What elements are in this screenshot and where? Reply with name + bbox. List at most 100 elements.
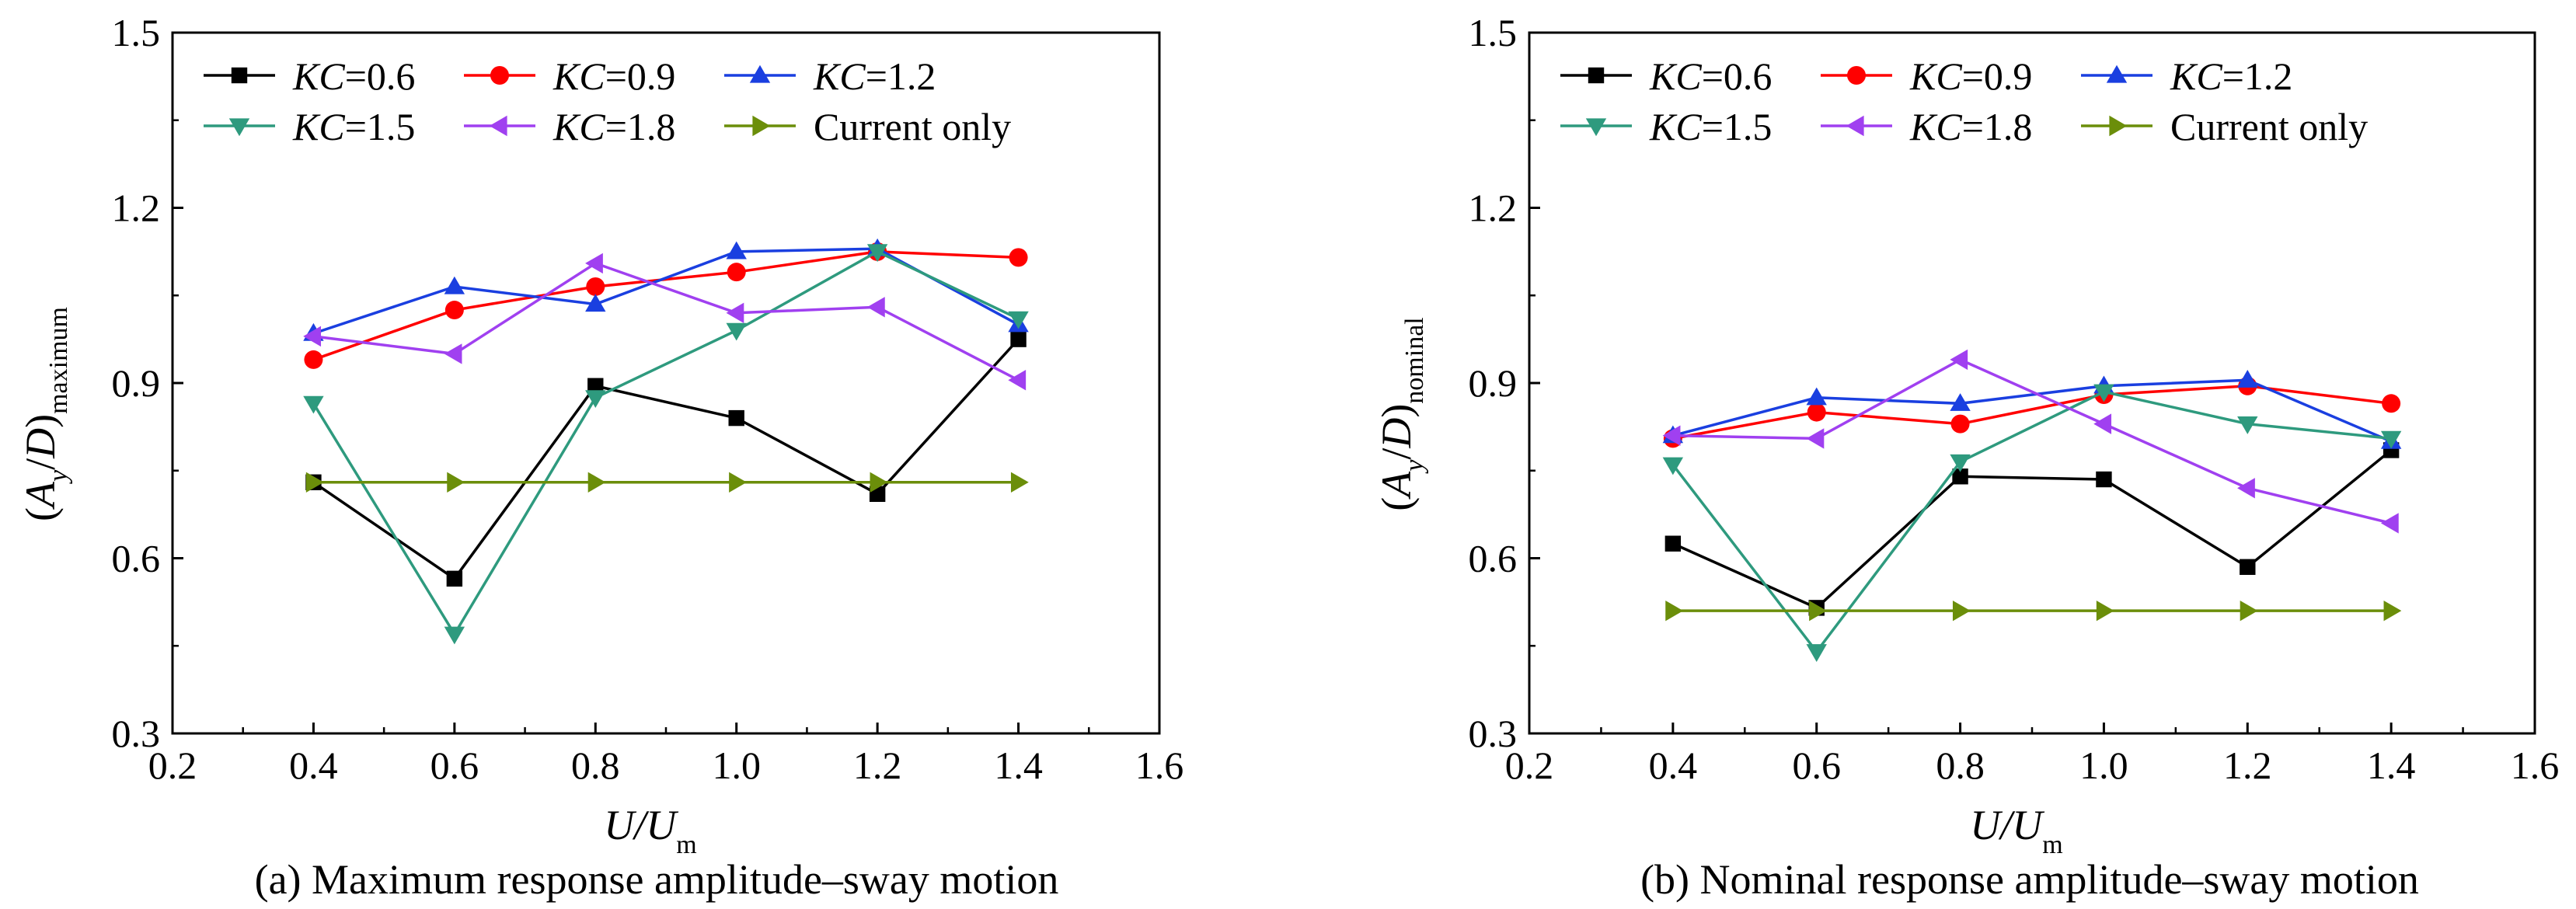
data-point	[2380, 430, 2402, 449]
data-point	[870, 472, 888, 493]
figure-caption: (b) Nominal response amplitude–sway moti…	[1640, 856, 2419, 903]
x-tick-label: 0.4	[289, 744, 338, 787]
data-point	[1010, 472, 1029, 493]
data-point	[585, 252, 603, 274]
data-point	[866, 297, 885, 318]
x-tick-label: 1.2	[2223, 744, 2272, 787]
legend-marker	[1847, 66, 1866, 85]
legend-item: Current only	[2081, 105, 2368, 148]
data-point	[1806, 387, 1827, 406]
x-tick-label: 1.4	[994, 744, 1043, 787]
data-point	[303, 395, 324, 414]
data-point	[866, 244, 888, 263]
data-point	[444, 276, 465, 294]
data-point	[1806, 644, 1827, 662]
legend-label: KC=1.5	[292, 105, 415, 148]
legend-marker	[231, 67, 248, 84]
y-tick-label: 0.3	[1469, 712, 1518, 755]
series-line	[312, 247, 1020, 335]
legend-item: KC=0.6	[204, 54, 415, 98]
legend-marker	[752, 115, 771, 137]
series-line	[1672, 378, 2392, 443]
data-point	[1809, 600, 1827, 622]
series-kc-1-5	[1662, 384, 2402, 662]
legend-label: KC=1.8	[552, 105, 675, 148]
legend-marker	[490, 66, 509, 85]
series-line	[1671, 390, 2392, 654]
y-axis-label: (Ay/D)nominal	[1373, 317, 1429, 511]
data-point	[1665, 600, 1684, 622]
y-tick-label: 1.2	[1469, 186, 1518, 230]
x-tick-label: 1.6	[1135, 744, 1184, 787]
y-tick-label: 0.6	[1469, 537, 1518, 580]
y-tick-label: 0.9	[1469, 361, 1518, 405]
y-tick-label: 0.9	[112, 361, 161, 405]
y-tick-label: 0.3	[112, 712, 161, 755]
data-point	[447, 472, 465, 493]
data-point	[1806, 428, 1825, 449]
y-axis-label: (Ay/D)maximum	[17, 307, 73, 521]
x-tick-label: 0.8	[1936, 744, 1985, 787]
data-point	[1009, 248, 1028, 267]
series-line	[312, 338, 1020, 581]
legend-label: KC=0.6	[292, 54, 415, 98]
y-tick-label: 0.6	[112, 537, 161, 580]
data-point	[2240, 559, 2256, 575]
legend-label: KC=1.8	[1909, 105, 2032, 148]
series-current-only	[1665, 600, 2402, 622]
data-point	[2093, 413, 2112, 434]
x-tick-label: 0.2	[1505, 744, 1554, 787]
data-point	[726, 241, 747, 259]
y-tick-label: 1.5	[1469, 11, 1518, 54]
series-kc-1-8	[1662, 349, 2399, 534]
legend-label: KC=1.2	[813, 54, 936, 98]
legend-label: KC=0.9	[552, 54, 675, 98]
data-point	[305, 472, 324, 493]
data-point	[1952, 468, 1968, 485]
x-tick-label: 0.6	[1792, 744, 1841, 787]
legend-label: KC=1.5	[1649, 105, 1772, 148]
legend-item: Current only	[724, 105, 1011, 148]
data-point	[446, 570, 463, 587]
data-point	[304, 350, 323, 369]
data-point	[2237, 478, 2255, 499]
data-point	[1008, 370, 1027, 391]
x-axis-label: U/Um	[604, 802, 696, 859]
data-point	[2383, 600, 2402, 622]
legend-marker	[489, 115, 507, 137]
legend-marker	[1585, 118, 1607, 137]
data-point	[1662, 457, 1684, 475]
legend-item: KC=1.5	[204, 105, 415, 148]
legend-label: KC=0.6	[1649, 54, 1772, 98]
data-point	[1950, 414, 1970, 434]
x-tick-label: 0.4	[1649, 744, 1698, 787]
data-point	[2096, 471, 2112, 488]
series-line	[312, 249, 1020, 637]
legend-marker	[228, 118, 250, 137]
series-kc-1-8	[303, 252, 1027, 391]
data-point	[2380, 513, 2399, 534]
legend-item: KC=1.5	[1560, 105, 1772, 148]
x-tick-label: 0.6	[430, 744, 479, 787]
series-line	[313, 261, 1020, 381]
x-tick-label: 1.2	[853, 744, 902, 787]
data-point	[1664, 535, 1682, 552]
chart-maximum-response: 0.2 0.4 0.6 0.8 1.0 1.2 1.4 1.6 0.3 0.6 0.9 1.2 1.5 U…	[17, 11, 1183, 903]
legend-item: KC=0.6	[1560, 54, 1772, 98]
series-line	[312, 250, 1019, 361]
series-line	[1672, 449, 2393, 610]
series-kc-1-5	[303, 244, 1029, 645]
series-kc-0-6	[305, 331, 1027, 587]
chart-nominal-response: 0.2 0.4 0.6 0.8 1.0 1.2 1.4 1.6 0.3 0.6 0.9 1.2 1.5 U…	[1373, 11, 2559, 903]
x-tick-label: 1.6	[2511, 744, 2560, 787]
data-point	[2237, 416, 2258, 434]
data-point	[728, 409, 744, 427]
data-point	[2240, 600, 2258, 622]
y-tick-label: 1.2	[112, 186, 161, 230]
data-point	[727, 263, 746, 282]
x-tick-label: 1.0	[712, 744, 761, 787]
legend-item: KC=0.9	[464, 54, 675, 98]
data-point	[1952, 600, 1971, 622]
data-point	[1662, 425, 1681, 446]
